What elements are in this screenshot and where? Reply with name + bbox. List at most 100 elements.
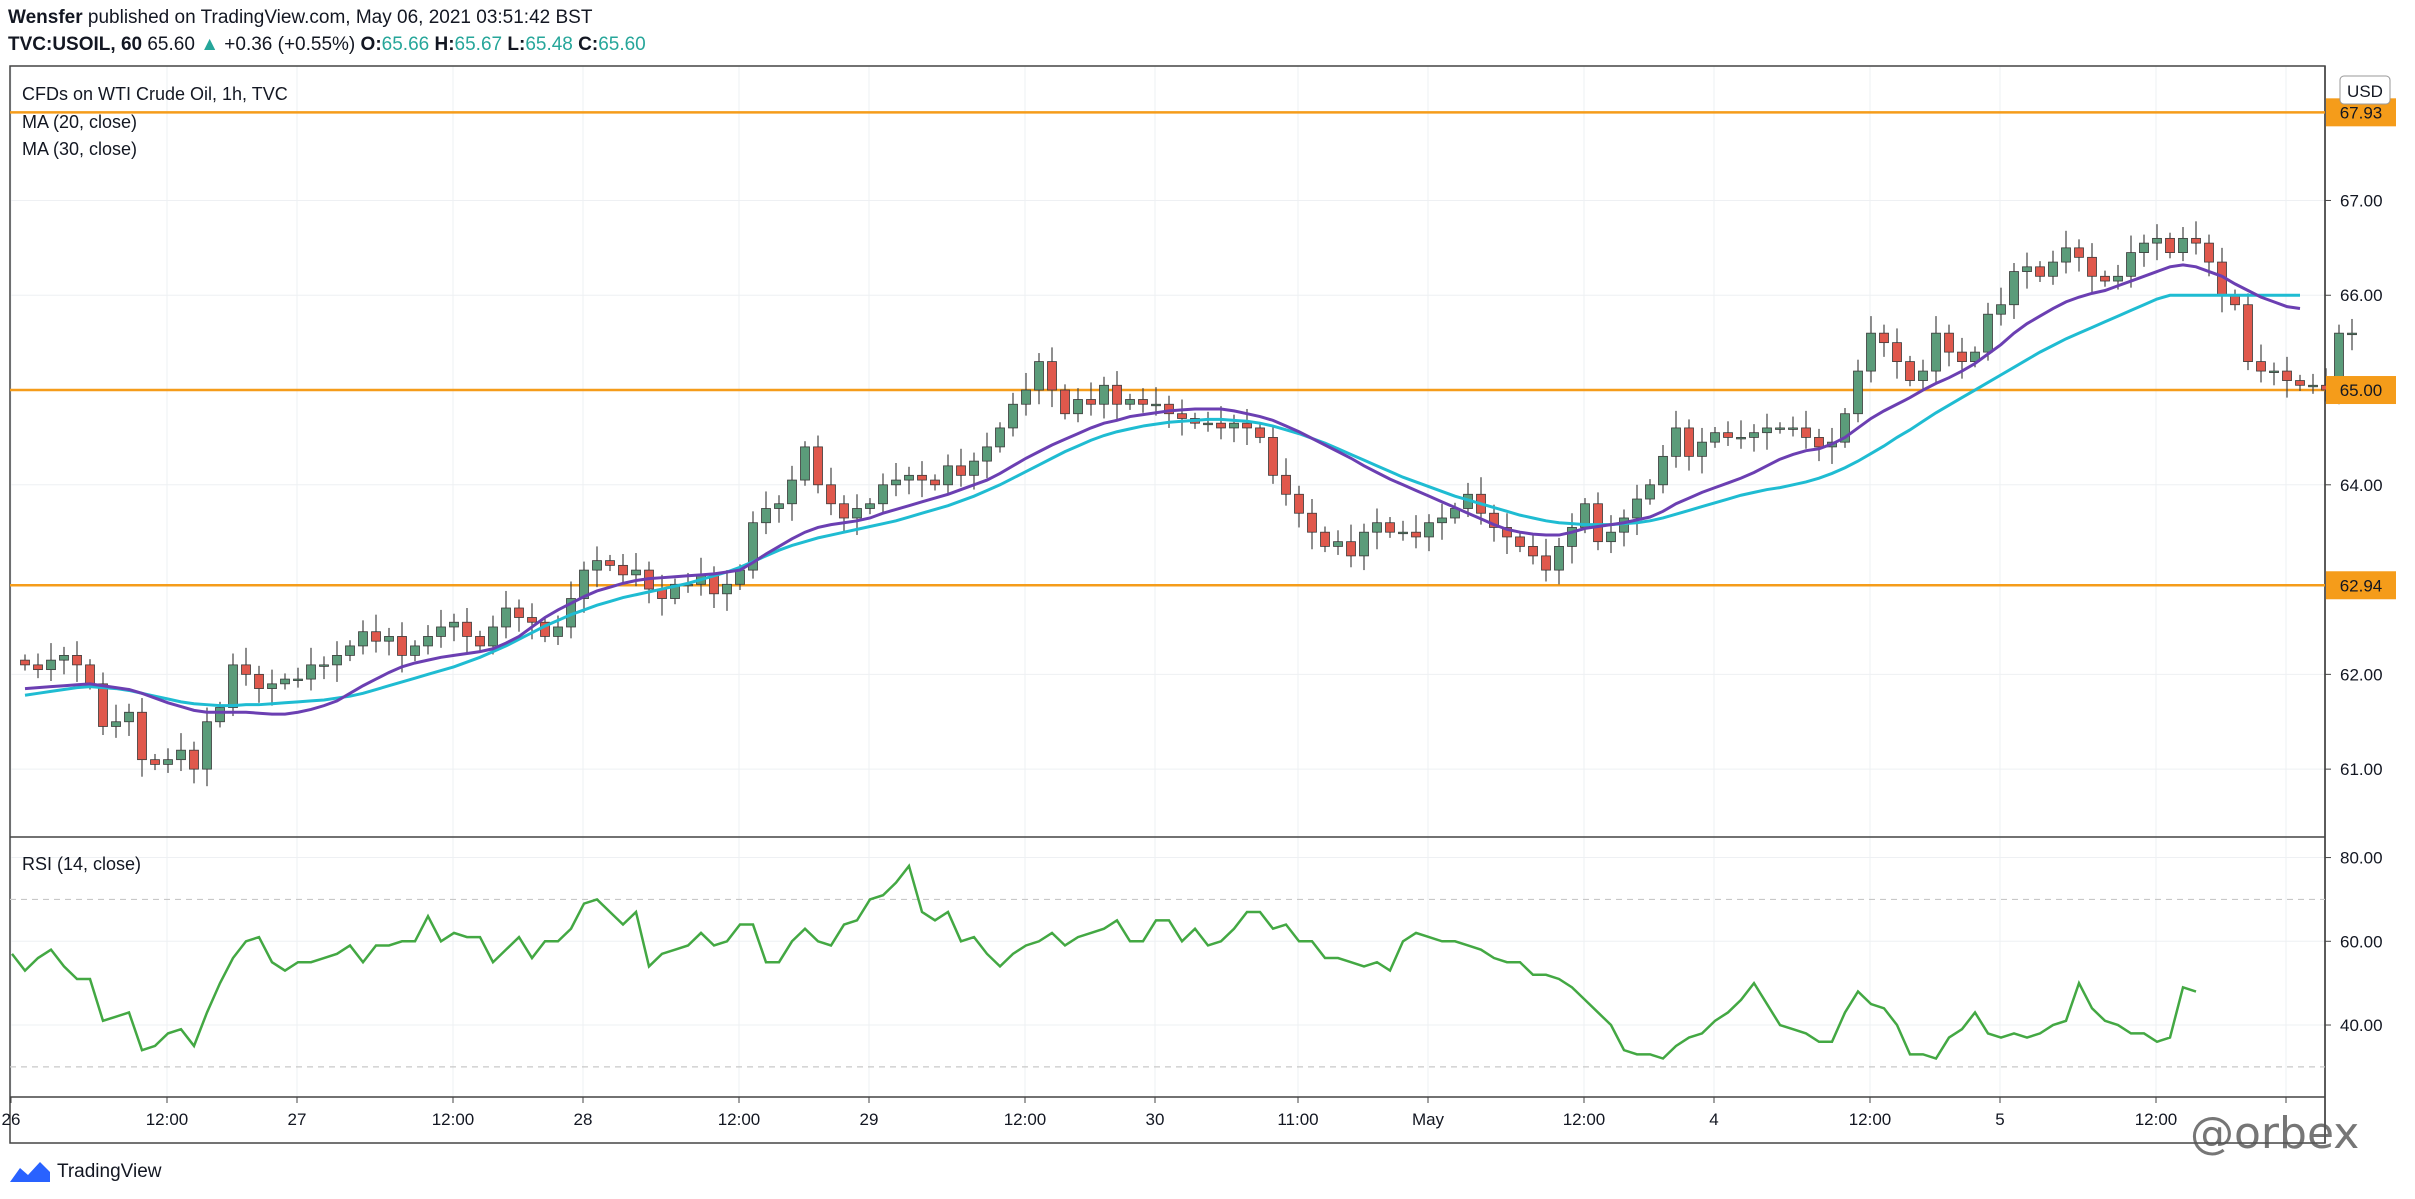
candle-down — [2100, 275, 2110, 282]
time-tick-label: 27 — [288, 1110, 307, 1129]
candle-down — [1723, 432, 1733, 438]
candle-down — [826, 484, 836, 505]
candle-up — [852, 508, 862, 519]
author-name[interactable]: Wensfer — [8, 7, 83, 28]
candle-up — [1853, 370, 1863, 415]
open-value: 65.66 — [381, 34, 430, 55]
rsi-bands — [10, 898, 2325, 1068]
watermark-text: @orbex — [2190, 1108, 2360, 1159]
candle-up — [2308, 384, 2318, 388]
candle-down — [1086, 399, 1096, 405]
currency-badge[interactable]: USD — [2339, 75, 2391, 105]
candle-down — [1515, 536, 1525, 547]
candle-up — [345, 645, 355, 656]
level-label: 62.94 — [2340, 576, 2383, 595]
candle-up — [319, 664, 329, 667]
footer-brand[interactable]: TradingView — [56, 1161, 162, 1183]
candle-down — [397, 636, 407, 656]
candle-down — [371, 631, 381, 642]
chart-frame — [9, 65, 2326, 1144]
candle-down — [527, 617, 537, 623]
candle-up — [969, 460, 979, 476]
candle-up — [1333, 541, 1343, 547]
candle-up — [1567, 527, 1577, 547]
close-label: C: — [578, 34, 599, 55]
candle-down — [1944, 332, 1954, 353]
currency-label: USD — [2347, 82, 2383, 101]
candle-down — [72, 655, 82, 666]
candle-down — [1411, 531, 1421, 538]
candle-up — [124, 711, 134, 723]
time-tick-label: 28 — [574, 1110, 593, 1129]
candle-down — [1346, 541, 1356, 557]
candle-up — [1931, 332, 1941, 372]
candle-down — [2191, 237, 2201, 244]
candle-down — [1060, 389, 1070, 415]
time-tick-label: 30 — [1146, 1110, 1165, 1129]
candle-down — [2282, 370, 2292, 381]
candle-up — [592, 560, 602, 571]
candle-up — [904, 474, 914, 481]
candle-up — [748, 522, 758, 571]
candle-up — [2009, 271, 2019, 306]
candle-down — [956, 465, 966, 476]
candle-up — [1697, 441, 1707, 457]
legend-ma20[interactable]: MA (20, close) — [22, 112, 137, 132]
candle-up — [59, 655, 69, 661]
candle-up — [982, 446, 992, 462]
candle-down — [1489, 512, 1499, 528]
candle-down — [1216, 422, 1226, 429]
candle-down — [462, 621, 472, 637]
candle-up — [1749, 432, 1759, 438]
candle-down — [98, 683, 108, 727]
candle-up — [787, 479, 797, 505]
ohlc-line: TVC:USOIL, 60 65.60 ▲ +0.36 (+0.55%) O:6… — [8, 31, 2407, 58]
candle-down — [1164, 403, 1174, 415]
candle-up — [1762, 427, 1772, 434]
candle-down — [1268, 437, 1278, 476]
candle-up — [202, 721, 212, 770]
candle-up — [280, 678, 290, 685]
candle-up — [1099, 384, 1109, 405]
candle-up — [1034, 361, 1044, 391]
candle-down — [1138, 399, 1148, 405]
candle-down — [1801, 427, 1811, 438]
candle-down — [85, 664, 95, 685]
candle-up — [1229, 422, 1239, 429]
horizontal-levels[interactable] — [10, 111, 2325, 587]
candle-up — [1866, 332, 1876, 372]
time-tick-label: 11:00 — [1277, 1110, 1318, 1129]
time-tick-label: 12:00 — [718, 1110, 761, 1129]
candle-up — [2178, 237, 2188, 253]
candle-up — [176, 749, 186, 761]
candle-up — [1788, 427, 1798, 430]
candle-up — [1359, 531, 1369, 557]
price-tick-label: 66.00 — [2340, 286, 2383, 305]
candle-up — [1125, 399, 1135, 405]
candle-up — [1983, 313, 1993, 353]
rsi-tick-label: 40.00 — [2340, 1016, 2383, 1035]
candle-up — [111, 721, 121, 727]
level-label: 65.00 — [2340, 381, 2383, 400]
candle-up — [1008, 403, 1018, 429]
candle-up — [2152, 237, 2162, 244]
candle-up — [2269, 370, 2279, 373]
legend-title[interactable]: CFDs on WTI Crude Oil, 1h, TVC — [22, 84, 288, 104]
candle-down — [1047, 361, 1057, 391]
candle-down — [813, 446, 823, 486]
candle-down — [1242, 422, 1252, 429]
tradingview-logo-icon[interactable] — [8, 1158, 52, 1186]
candle-up — [865, 503, 875, 509]
legend-rsi[interactable]: RSI (14, close) — [22, 854, 141, 874]
candle-up — [1437, 517, 1447, 524]
legend-ma30[interactable]: MA (30, close) — [22, 139, 137, 159]
time-tick-label: 12:00 — [1849, 1110, 1892, 1129]
candle-up — [1398, 531, 1408, 535]
high-label: H: — [434, 34, 455, 55]
high-value: 65.67 — [454, 34, 503, 55]
candle-down — [839, 503, 849, 519]
candle-up — [2126, 252, 2136, 277]
candle-up — [670, 583, 680, 599]
candle-up — [267, 683, 277, 689]
